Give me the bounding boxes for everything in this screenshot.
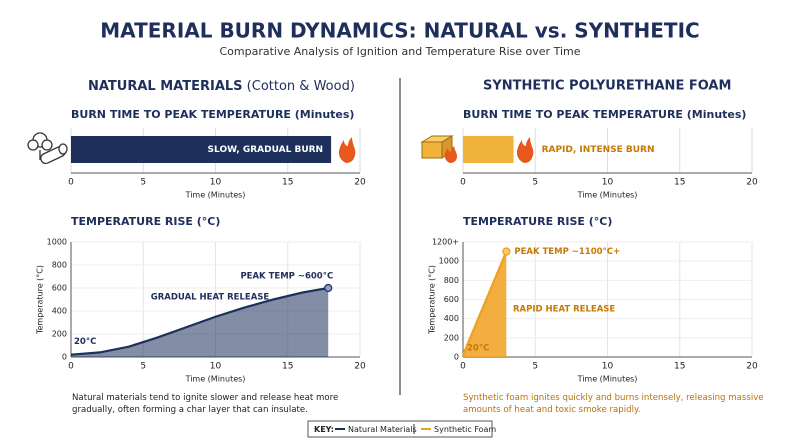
heading: NATURAL MATERIALS [88, 79, 243, 94]
x-tick-label: 10 [602, 178, 614, 188]
annotation: 20°C [467, 344, 489, 354]
x-axis-label: Time (Minutes) [577, 375, 638, 384]
bar-annotation: RAPID, INTENSE BURN [542, 145, 655, 155]
x-tick-label: 0 [460, 362, 466, 372]
x-tick-label: 0 [68, 178, 74, 188]
chart-title: BURN TIME TO PEAK TEMPERATURE (Minutes) [463, 108, 746, 121]
legend-entry: Natural Materials [348, 425, 417, 434]
y-tick-label: 1000 [439, 257, 459, 266]
y-axis-label: Temperature (°C) [428, 265, 437, 335]
x-tick-label: 15 [674, 178, 685, 188]
y-tick-label: 200 [52, 330, 67, 339]
line [461, 251, 508, 356]
peak-marker [502, 247, 511, 256]
y-tick-label: 400 [52, 307, 67, 316]
y-tick-label: 0 [62, 353, 67, 362]
key-label: KEY: [314, 425, 334, 434]
x-tick-label: 0 [460, 178, 466, 188]
x-tick-label: 20 [354, 362, 366, 372]
x-tick-label: 5 [532, 178, 538, 188]
y-tick-label: 600 [52, 284, 67, 293]
x-tick-label: 20 [354, 178, 366, 188]
peak-marker [324, 283, 333, 293]
x-tick-label: 5 [140, 362, 146, 372]
subtitle: Comparative Analysis of Ignition and Tem… [219, 45, 580, 58]
annotation: RAPID HEAT RELEASE [513, 305, 615, 315]
x-tick-label: 15 [674, 362, 685, 372]
x-tick-label: 10 [210, 178, 222, 188]
y-tick-label: 800 [444, 276, 459, 285]
x-tick-label: 20 [746, 178, 758, 188]
y-tick-label: 1000 [47, 238, 67, 247]
x-tick-label: 15 [282, 362, 293, 372]
flame-icon [517, 137, 534, 163]
y-tick-label: 0 [454, 353, 459, 362]
chart-title: BURN TIME TO PEAK TEMPERATURE (Minutes) [71, 108, 354, 121]
cotton-wood-icon [27, 132, 68, 165]
x-tick-label: 10 [602, 362, 614, 372]
chart-title: TEMPERATURE RISE (°C) [71, 215, 220, 228]
section-heading: SYNTHETIC POLYURETHANE FOAM [483, 79, 731, 94]
foam-icon [420, 135, 458, 163]
chart-title: TEMPERATURE RISE (°C) [463, 215, 612, 228]
y-tick-label: 800 [52, 261, 67, 270]
key-box [307, 420, 493, 438]
legend-entry: Synthetic Foam [434, 425, 496, 434]
y-tick-label: 1200+ [432, 238, 459, 247]
x-axis-label: Time (Minutes) [185, 375, 246, 384]
bar [463, 136, 514, 163]
x-tick-label: 5 [532, 362, 538, 372]
x-tick-label: 5 [140, 178, 146, 188]
note: Synthetic foam ignites quickly and burns… [463, 393, 764, 415]
bar [71, 136, 332, 163]
y-tick-label: 400 [444, 314, 459, 323]
y-tick-label: 600 [444, 295, 459, 304]
x-tick-label: 10 [210, 362, 222, 372]
title: MATERIAL BURN DYNAMICS: NATURAL vs. SYNT… [100, 19, 699, 43]
x-tick-label: 0 [68, 362, 74, 372]
section-heading: NATURAL MATERIALS (Cotton & Wood) [88, 79, 355, 94]
x-axis-label: Time (Minutes) [577, 191, 638, 200]
annotation: PEAK TEMP ~1100°C+ [514, 247, 620, 257]
heading-note: (Cotton & Wood) [247, 79, 355, 94]
note: Natural materials tend to ignite slower … [72, 393, 339, 415]
x-tick-label: 15 [282, 178, 293, 188]
x-axis-label: Time (Minutes) [185, 191, 246, 200]
annotation: 20°C [74, 337, 96, 347]
y-axis-label: Temperature (°C) [36, 265, 45, 335]
x-tick-label: 20 [746, 362, 758, 372]
annotation: PEAK TEMP ~600°C [240, 272, 333, 282]
annotation: GRADUAL HEAT RELEASE [151, 293, 270, 303]
line [70, 286, 329, 356]
flame-icon [339, 137, 356, 163]
y-tick-label: 200 [444, 333, 459, 342]
bar-annotation: SLOW, GRADUAL BURN [208, 145, 324, 155]
